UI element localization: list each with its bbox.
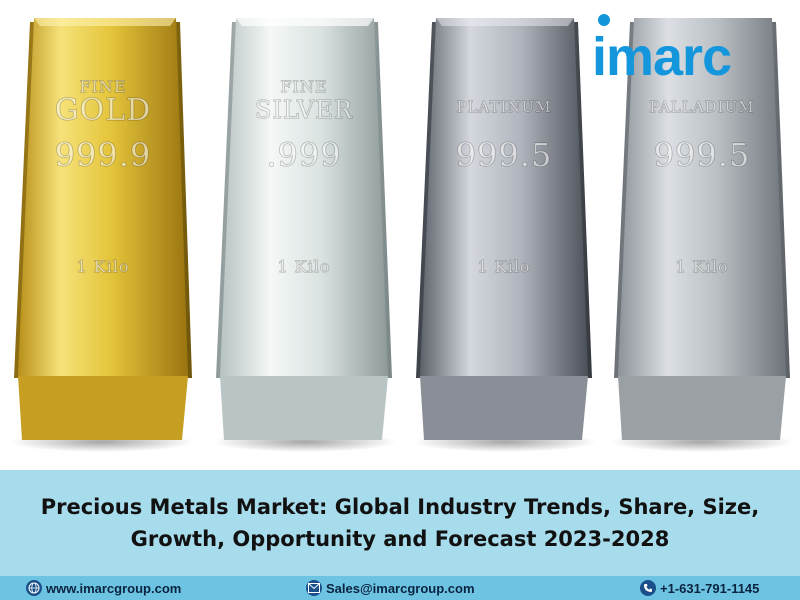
contact-footer: www.imarcgroup.com Sales@imarcgroup.com … (0, 576, 800, 600)
palladium-bar-line2: PALLADIUM (649, 98, 754, 116)
silver-bar-weight: 1 Kilo (277, 257, 330, 276)
phone-icon (640, 580, 656, 596)
gold-bar: FINE GOLD 999.9 1 Kilo (10, 18, 194, 452)
gold-bar-line1: FINE (79, 77, 126, 96)
title-band: Precious Metals Market: Global Industry … (0, 470, 800, 576)
gold-bar-line2: GOLD (55, 93, 152, 128)
gold-bar-purity: 999.9 (55, 136, 152, 174)
platinum-bar-line2: PLATINUM (456, 98, 551, 116)
gold-bar-weight: 1 Kilo (76, 257, 129, 276)
silver-bar-line2: SILVER (255, 96, 353, 124)
email-contact[interactable]: Sales@imarcgroup.com (306, 576, 475, 600)
palladium-bar-purity: 999.5 (654, 136, 751, 174)
imarc-logo: imarc (592, 14, 762, 84)
website-contact[interactable]: www.imarcgroup.com (26, 576, 181, 600)
platinum-bar-weight: 1 Kilo (477, 257, 530, 276)
silver-bar-purity: .999 (266, 136, 341, 174)
email-link[interactable]: Sales@imarcgroup.com (326, 580, 475, 596)
phone-contact[interactable]: +1-631-791-1145 (640, 576, 759, 600)
silver-bar: FINE SILVER .999 1 Kilo (213, 18, 397, 452)
hero-image: FINE GOLD 999.9 1 Kilo FINE SILVER .999 … (10, 14, 794, 452)
logo-dot (598, 14, 610, 26)
website-link[interactable]: www.imarcgroup.com (46, 580, 182, 596)
page-title: Precious Metals Market: Global Industry … (40, 495, 760, 551)
phone-number[interactable]: +1-631-791-1145 (660, 580, 760, 596)
palladium-bar: PALLADIUM 999.5 1 Kilo (610, 18, 794, 452)
mail-icon (306, 580, 322, 596)
globe-icon (26, 580, 42, 596)
palladium-bar-weight: 1 Kilo (675, 257, 728, 276)
silver-bar-line1: FINE (280, 77, 327, 96)
platinum-bar: PLATINUM 999.5 1 Kilo (413, 18, 597, 452)
logo-wordmark: imarc (592, 27, 732, 87)
platinum-bar-purity: 999.5 (456, 136, 553, 174)
